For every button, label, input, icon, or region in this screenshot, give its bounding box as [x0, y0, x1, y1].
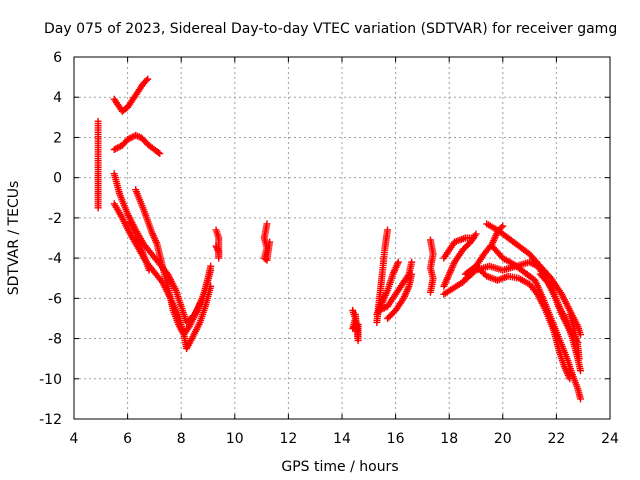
x-tick-label: 22: [547, 431, 565, 447]
data-point: [377, 306, 385, 314]
y-tick-label: 4: [53, 90, 62, 106]
x-tick-label: 14: [333, 431, 351, 447]
data-point: [351, 310, 359, 318]
data-point: [144, 75, 152, 83]
data-point: [469, 234, 477, 242]
data-point: [575, 355, 583, 363]
data-point: [577, 367, 585, 375]
data-point: [472, 230, 480, 238]
x-tick-label: 6: [123, 431, 132, 447]
plot-frame: [73, 56, 611, 420]
x-axis-label: GPS time / hours: [281, 459, 398, 475]
data-point: [145, 266, 153, 274]
y-tick-label: 2: [53, 130, 62, 146]
data-point: [156, 150, 164, 158]
data-point: [530, 261, 538, 269]
data-point: [380, 304, 388, 312]
data-point: [125, 135, 133, 143]
data-point: [94, 204, 102, 212]
data-point: [113, 144, 121, 152]
data-point: [112, 145, 120, 153]
data-point: [527, 259, 535, 267]
data-point: [408, 258, 416, 266]
data-point: [124, 135, 132, 143]
x-tick-label: 20: [494, 431, 512, 447]
y-tick-label: -8: [48, 332, 62, 348]
data-point: [408, 270, 416, 278]
data-points: [94, 75, 585, 403]
x-tick-label: 24: [601, 431, 619, 447]
data-point: [266, 238, 274, 246]
data-point: [128, 133, 136, 141]
x-tick-label: 8: [177, 431, 186, 447]
data-point: [384, 226, 392, 234]
data-point: [154, 149, 162, 157]
data-point: [376, 306, 384, 314]
data-point: [142, 76, 150, 84]
data-point: [497, 223, 505, 231]
y-tick-label: -10: [39, 372, 62, 388]
y-tick-label: 0: [53, 171, 62, 187]
y-tick-label: -12: [39, 412, 62, 428]
data-point: [212, 242, 220, 250]
data-point: [577, 395, 585, 403]
y-axis-label: SDTVAR / TECUs: [6, 181, 22, 296]
y-tick-labels: -12 -10 -8 -6 -4 -2 0 2 4 6: [39, 50, 62, 428]
y-tick-label: 6: [53, 50, 62, 66]
x-tick-label: 18: [440, 431, 458, 447]
y-tick-label: -6: [48, 291, 62, 307]
data-point: [426, 288, 434, 296]
data-point: [526, 258, 534, 266]
data-point: [566, 375, 574, 383]
data-point: [207, 266, 215, 274]
x-tick-label: 16: [387, 431, 405, 447]
data-point: [379, 305, 387, 313]
grid: [73, 56, 611, 420]
x-tick-label: 10: [226, 431, 244, 447]
data-point: [110, 146, 118, 154]
data-point: [115, 143, 123, 151]
y-tick-label: -4: [48, 251, 62, 267]
y-tick-label: -2: [48, 211, 62, 227]
x-tick-labels: 4 6 8 10 12 14 16 18 20 22 24: [70, 431, 619, 447]
data-point: [127, 134, 135, 142]
data-point: [546, 281, 554, 289]
data-point: [499, 222, 507, 230]
chart-title: Day 075 of 2023, Sidereal Day-to-day VTE…: [44, 21, 617, 37]
x-tick-label: 4: [70, 431, 79, 447]
data-point: [529, 260, 537, 268]
data-point: [394, 258, 402, 266]
x-tick-label: 12: [279, 431, 297, 447]
